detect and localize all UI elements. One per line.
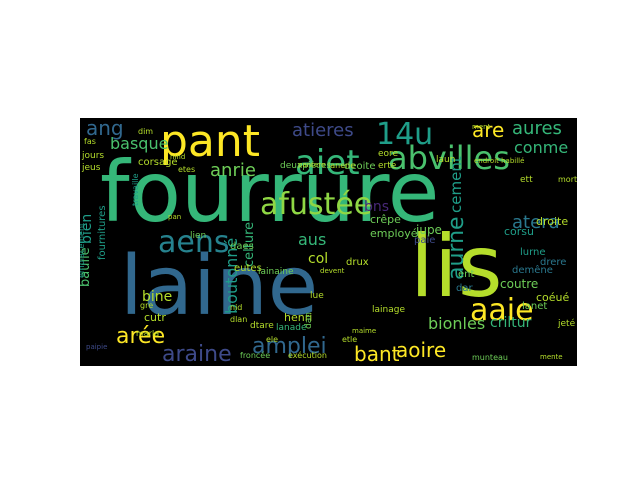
word-ang: ang <box>86 118 124 140</box>
word-daes: daes <box>230 241 254 252</box>
word-execution: exécution <box>288 351 327 360</box>
word-dim: dim <box>138 127 154 136</box>
word-laine: laine <box>120 239 319 334</box>
word-jours: jours <box>82 151 105 161</box>
word-ett: ett <box>520 175 533 185</box>
word-pan: pan <box>168 213 182 221</box>
word-jeus: jeus <box>82 163 101 173</box>
word-travaille: travaille <box>131 173 140 206</box>
word-lien: lien <box>190 231 207 241</box>
word-cloud: fourrure laine lis pant aiet 14u abvilles afust… <box>80 118 577 366</box>
word-basque: basque <box>110 134 169 153</box>
word-demene: demêne <box>512 265 553 276</box>
word-fourrure: fourrure <box>100 143 440 241</box>
word-paie: paie <box>414 235 436 246</box>
word-deuxpieces: deuxpièces <box>280 161 332 171</box>
word-abvilles: abvilles <box>388 139 510 177</box>
word-lainage: lainage <box>372 305 405 315</box>
word-bine: bine <box>142 289 173 305</box>
word-laun: laun <box>436 155 456 165</box>
word-lurne: lurne <box>520 247 546 258</box>
word-criltur: criltur <box>490 315 532 331</box>
word-coutre: coutre <box>500 277 539 291</box>
word-jete: jeté <box>558 319 576 329</box>
word-bionles: bionles <box>428 314 486 333</box>
word-deoite: deoite <box>344 161 376 172</box>
word-marla: marla <box>136 329 160 338</box>
word-erte: erte <box>378 161 397 171</box>
word-cutr: cutr <box>144 311 166 324</box>
word-crepe: crêpe <box>370 213 401 226</box>
word-dan2: dlan <box>230 315 248 324</box>
word-aus: aus <box>298 230 327 249</box>
word-jupe: jupe <box>416 223 442 237</box>
word-corsage: corsage <box>138 157 178 168</box>
word-lis: lis <box>410 217 503 317</box>
word-mente: mente <box>540 353 563 361</box>
word-nind: nind <box>170 153 186 161</box>
word-bant: bant <box>354 342 400 366</box>
word-amplei: amplei <box>252 334 327 359</box>
word-henri: henri <box>284 311 313 324</box>
word-eore: eore <box>378 149 399 159</box>
word-drux: drux <box>346 257 369 268</box>
word-aree: arée <box>116 324 166 349</box>
word-ent: ent <box>458 269 475 280</box>
word-atera: atera <box>512 212 560 233</box>
word-munteau: munteau <box>472 353 508 362</box>
word-pantere: pantere <box>298 161 326 169</box>
word-aens: aens <box>158 225 230 260</box>
word-bns: bns <box>364 199 390 215</box>
word-etle: etle <box>342 335 358 344</box>
word-drere: drere <box>540 257 567 268</box>
word-aoire: aoire <box>396 338 447 362</box>
word-fourniture: fournitures <box>97 205 108 260</box>
word-afustee: afustée <box>260 187 373 222</box>
word-dar: dar <box>456 283 473 294</box>
word-ele: ele <box>266 335 279 344</box>
word-atieres: atieres <box>292 120 354 141</box>
word-aures: aures <box>512 118 562 139</box>
word-14u: 14u <box>376 118 434 152</box>
word-endroit: endroit habillé <box>474 157 525 165</box>
word-lanet: lanet <box>522 301 548 312</box>
word-lainaine: lainaine <box>258 267 294 277</box>
word-aiet: aiet <box>295 143 360 183</box>
word-fas: fas <box>84 137 96 146</box>
word-araine: araine <box>162 342 232 366</box>
word-coeue: coéué <box>536 291 570 304</box>
word-conme: conme <box>514 138 569 157</box>
word-dtare: dtare <box>250 321 274 331</box>
word-ment: ment <box>472 123 491 131</box>
word-lanene: lanene <box>328 161 356 170</box>
word-emplacement: emplacement <box>80 222 86 278</box>
word-devent: devent <box>320 267 345 275</box>
word-droite: droite <box>536 215 569 228</box>
word-lanade: lanade <box>276 323 307 333</box>
word-etes: etes <box>178 165 196 174</box>
word-nid: nid <box>230 303 243 312</box>
word-corsu: corsu <box>504 225 535 238</box>
word-lue: lue <box>310 291 324 301</box>
word-paipie: paipie <box>86 343 108 351</box>
word-dan: dan <box>304 312 314 329</box>
word-pant: pant <box>160 118 261 167</box>
word-aaie: aaie <box>470 293 534 328</box>
word-eutes: eutes <box>234 263 262 274</box>
word-mort: mort <box>558 175 577 184</box>
word-col: col <box>308 251 329 267</box>
word-anrie: anrie <box>210 160 256 181</box>
word-main: maime <box>352 327 377 335</box>
word-gre: gre <box>140 301 154 310</box>
word-francee: froncée <box>240 351 271 360</box>
word-are: are <box>472 118 505 142</box>
word-employe: employé <box>370 227 418 240</box>
